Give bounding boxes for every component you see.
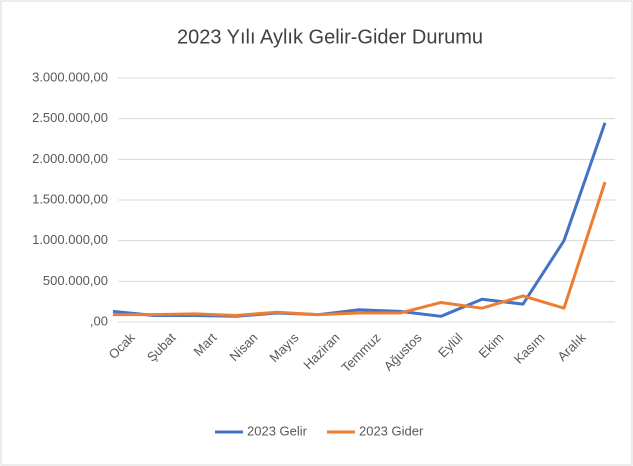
y-tick-label: 2.500.000,00 xyxy=(32,110,108,125)
y-tick-label: 1.500.000,00 xyxy=(32,191,108,206)
line-series xyxy=(112,122,607,318)
chart-title: 2023 Yılı Aylık Gelir-Gider Durumu xyxy=(177,26,483,48)
y-tick-label: 500.000,00 xyxy=(43,273,108,288)
y-tick-label: 1.000.000,00 xyxy=(32,232,108,247)
line-series xyxy=(113,181,607,317)
y-tick-label: 2.000.000,00 xyxy=(32,151,108,166)
y-tick-label: ,00 xyxy=(90,313,108,328)
legend-label: 2023 Gider xyxy=(359,423,424,438)
y-tick-label: 3.000.000,00 xyxy=(32,69,108,84)
legend-label: 2023 Gelir xyxy=(247,423,308,438)
